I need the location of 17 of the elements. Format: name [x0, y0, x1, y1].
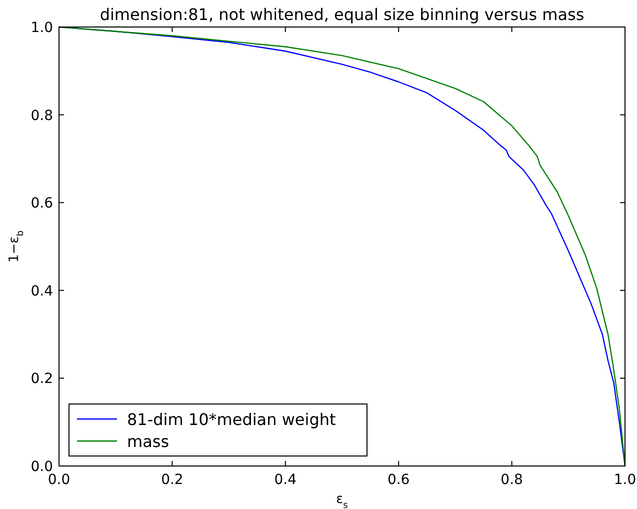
y-tick-label: 0.0 — [30, 459, 53, 475]
y-tick-label: 0.4 — [30, 283, 54, 300]
x-axis-title: ε$_{s}$ — [336, 492, 348, 509]
x-tick-label: 0.4 — [274, 472, 297, 488]
x-tick-label: 0.0 — [48, 472, 70, 488]
y-tick-label: 0.8 — [30, 108, 53, 124]
chart-title: dimension:81, not whitened, equal size binning versus mass — [100, 5, 584, 24]
x-tick-label: 0.2 — [161, 472, 184, 488]
x-tick-label: 1.0 — [614, 472, 636, 488]
legend-label: 81-dim 10*median weight — [127, 410, 336, 429]
y-tick-label: 1.0 — [30, 20, 53, 36]
line-series — [59, 26, 625, 467]
y-tick-label: 0.2 — [30, 371, 53, 388]
y-tick-label: 0.6 — [30, 196, 54, 212]
x-tick-label: 0.6 — [387, 472, 410, 488]
legend-label: mass — [127, 432, 170, 451]
x-tick-label: 0.8 — [500, 472, 523, 488]
